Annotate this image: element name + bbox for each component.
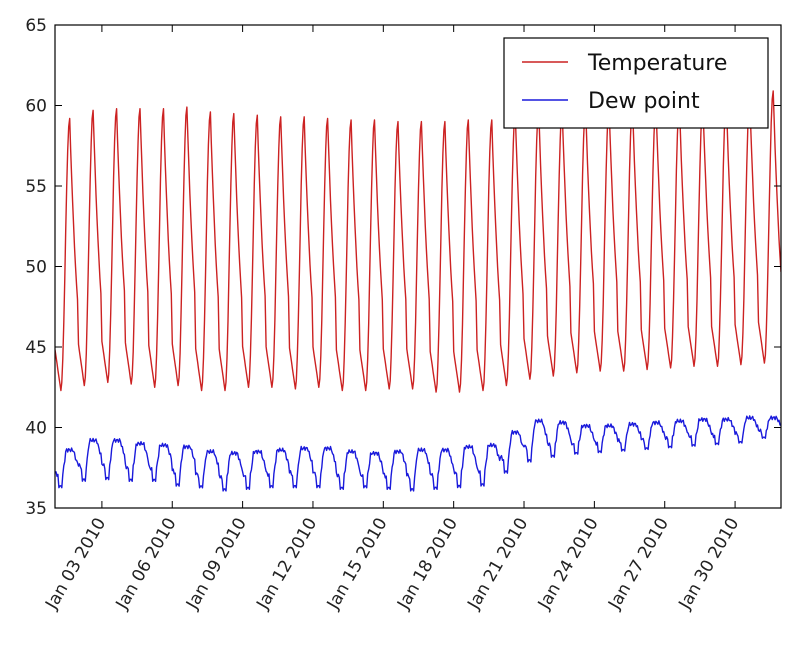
legend: Temperature Dew point [503,37,769,129]
x-tick-label: Jan 24 2010 [534,515,603,614]
y-tick-label: 40 [25,419,47,439]
x-tick-label: Jan 30 2010 [675,515,744,614]
y-tick-label: 60 [25,97,47,117]
x-tick-label: Jan 27 2010 [604,515,673,614]
x-tick-label: Jan 06 2010 [112,515,181,614]
y-tick-label: 50 [25,258,47,278]
series-line-temperature [55,90,781,393]
plot-lines [55,90,781,492]
x-tick-label: Jan 12 2010 [253,515,322,614]
y-tick-label: 55 [25,177,47,197]
x-tick-label: Jan 18 2010 [393,515,462,614]
x-tick-label: Jan 03 2010 [41,515,110,614]
y-tick-label: 65 [25,16,47,36]
x-tick-label: Jan 21 2010 [464,515,533,614]
legend-label: Temperature [587,51,727,76]
series-line-dew-point [55,415,781,492]
x-tick-label: Jan 09 2010 [182,515,251,614]
y-tick-label: 35 [25,499,47,519]
y-tick-label: 45 [25,338,47,358]
legend-label: Dew point [588,89,700,114]
x-tick-label: Jan 15 2010 [323,515,392,614]
legend-box [503,37,769,129]
